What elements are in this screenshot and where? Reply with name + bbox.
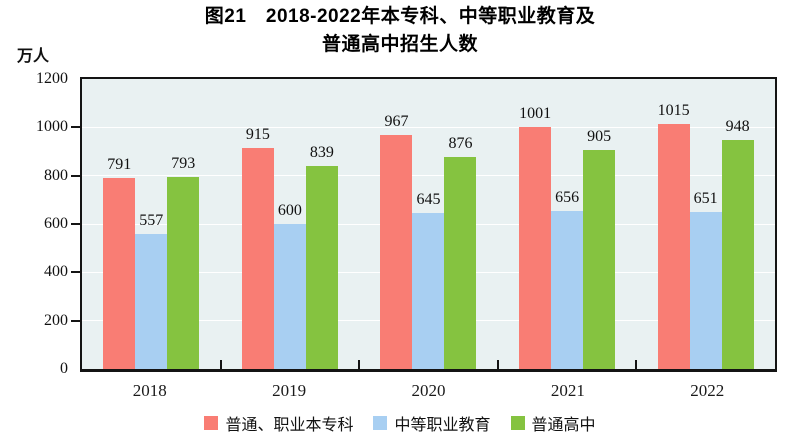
bar	[721, 139, 754, 369]
bar	[583, 150, 616, 369]
bar-value-label: 651	[693, 189, 718, 207]
y-axis-tick-mark	[71, 271, 80, 274]
y-axis-tick-mark	[71, 174, 80, 177]
legend-swatch-icon	[373, 416, 388, 430]
bar	[519, 127, 552, 369]
y-axis-tick-label: 400	[44, 263, 68, 281]
x-axis-label: 2019	[272, 381, 307, 400]
bar	[380, 135, 413, 369]
y-axis-unit-label: 万人	[17, 48, 50, 65]
gridline	[82, 175, 775, 177]
y-axis-tick-mark	[71, 319, 80, 322]
y-axis-tick-label: 600	[44, 215, 68, 232]
bar-slot: 791	[103, 79, 136, 369]
bar-slot: 793	[167, 79, 200, 369]
bar	[167, 177, 200, 369]
x-axis-labels: 2018 2019 2020 2021 2022	[80, 381, 777, 401]
bar	[241, 147, 274, 369]
plot-area: 791 557 793 915 600 839 967 645 876 1001 656 905 101…	[80, 77, 777, 372]
bar-value-label: 656	[555, 188, 580, 206]
y-axis-tick-mark	[71, 126, 80, 129]
bar-slot: 656	[551, 79, 584, 369]
y-axis-tick-mark	[71, 223, 80, 225]
legend-label: 普通高中	[531, 417, 596, 434]
bar	[444, 157, 477, 369]
legend-item: 普通、职业本专科	[204, 411, 353, 435]
bar-group-2018: 791 557 793	[82, 79, 221, 369]
gridline	[82, 126, 775, 128]
bar-value-label: 557	[139, 212, 164, 230]
x-axis-boundary-tick	[635, 360, 638, 369]
bar-slot: 1001	[519, 79, 552, 369]
bar	[273, 224, 306, 369]
bar	[305, 166, 338, 369]
bar-group-2022: 1015 651 948	[636, 79, 775, 369]
bar-value-label: 905	[587, 128, 612, 146]
x-axis-boundary-tick	[496, 360, 499, 369]
x-axis-label: 2022	[690, 381, 725, 400]
bar-value-label: 645	[416, 191, 441, 209]
bar-value-label: 793	[171, 155, 196, 173]
bar-groups: 791 557 793 915 600 839 967 645 876 1001 656 905 101…	[82, 79, 775, 369]
bar-value-label: 1015	[657, 101, 690, 119]
bar-group-2019: 915 600 839	[221, 79, 360, 369]
x-axis-boundary-tick	[219, 360, 222, 369]
bar-slot: 1015	[657, 79, 690, 369]
legend-swatch-icon	[204, 416, 219, 430]
x-axis-label: 2020	[411, 381, 446, 400]
bar-slot: 905	[583, 79, 616, 369]
bar-value-label: 948	[725, 117, 750, 135]
bar	[551, 210, 584, 369]
bar	[412, 213, 445, 369]
bar-slot: 876	[444, 79, 477, 369]
legend: 普通、职业本专科 中等职业教育 普通高中	[0, 411, 800, 435]
x-axis-label: 2018	[132, 381, 167, 400]
x-axis-boundary-tick	[358, 360, 361, 369]
legend-item: 中等职业教育	[373, 411, 491, 435]
legend-swatch-icon	[510, 416, 525, 430]
bar-value-label: 915	[245, 125, 270, 143]
y-axis-tick-label: 0	[60, 360, 68, 377]
bar-slot: 557	[135, 79, 168, 369]
y-axis-tick-label: 800	[44, 166, 68, 184]
chart-title-line2: 普通高中招生人数	[321, 34, 478, 55]
bar	[103, 177, 136, 369]
bar-value-label: 600	[277, 202, 302, 219]
bar	[689, 211, 722, 369]
bar-value-label: 791	[107, 155, 132, 173]
bar-value-label: 1001	[519, 105, 552, 123]
bar-value-label: 967	[384, 113, 409, 131]
bar-group-2020: 967 645 876	[359, 79, 498, 369]
bar-slot: 915	[241, 79, 274, 369]
bar-value-label: 876	[448, 135, 473, 153]
bar-slot: 967	[380, 79, 413, 369]
chart-title-line1: 图21 2018-2022年本专科、中等职业教育及	[204, 6, 596, 27]
bar-value-label: 839	[309, 144, 334, 162]
bar-group-2021: 1001 656 905	[498, 79, 637, 369]
legend-label: 普通、职业本专科	[225, 417, 354, 434]
legend-label: 中等职业教育	[394, 417, 491, 434]
bar	[135, 234, 168, 369]
bar-slot: 645	[412, 79, 445, 369]
chart-title: 图21 2018-2022年本专科、中等职业教育及 普通高中招生人数	[0, 3, 800, 59]
x-axis-label: 2021	[550, 381, 585, 400]
y-axis-tick-label: 1200	[36, 70, 68, 87]
bar	[657, 123, 690, 369]
y-axis-tick-label: 1000	[36, 118, 68, 136]
legend-item: 普通高中	[510, 411, 596, 435]
bar-slot: 651	[689, 79, 722, 369]
bar-slot: 948	[721, 79, 754, 369]
y-axis-tick-label: 200	[44, 311, 68, 329]
bar-slot: 839	[305, 79, 338, 369]
bar-slot: 600	[273, 79, 306, 369]
